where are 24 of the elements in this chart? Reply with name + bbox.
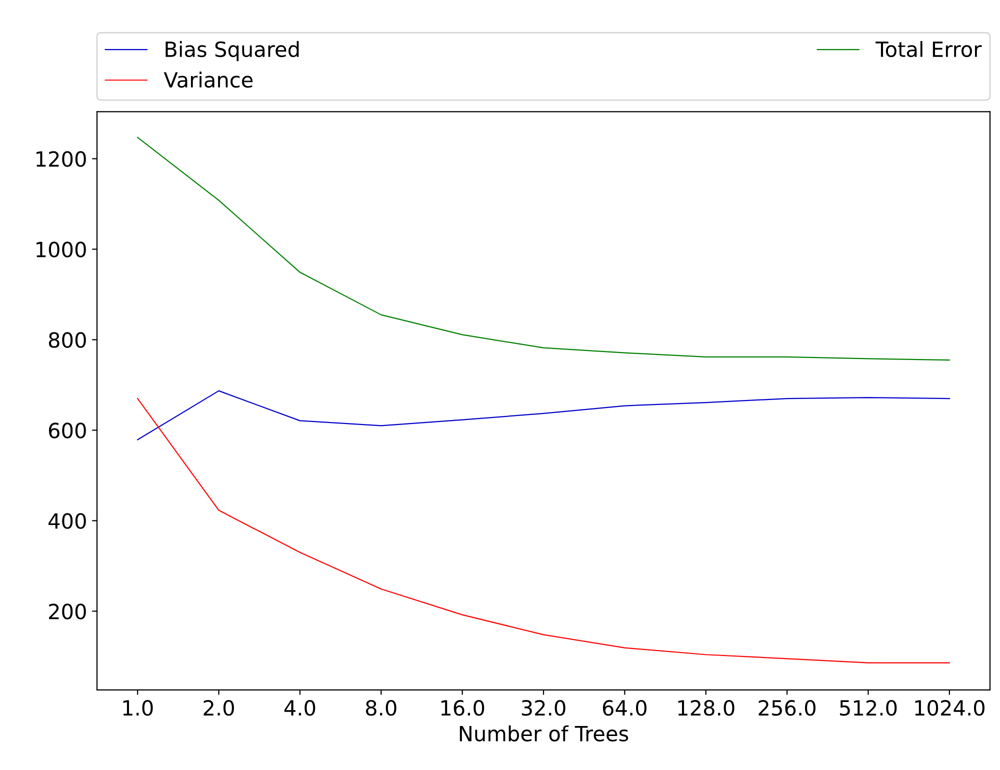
- legend-label: Variance: [164, 72, 253, 88]
- x-tick-label: 1024.0: [915, 700, 984, 716]
- line-series: [137, 398, 950, 664]
- legend-label: Bias Squared: [166, 41, 299, 62]
- x-axis-title: Number of Trees: [460, 725, 628, 742]
- y-tick-label: 200: [49, 604, 86, 620]
- legend-label: Total Error: [876, 41, 982, 58]
- x-tick-label: 1.0: [123, 700, 153, 716]
- x-tick-label: 4.0: [284, 700, 316, 716]
- y-tick-label: 1000: [36, 242, 86, 258]
- x-tick-label: 2.0: [204, 700, 234, 716]
- line-series: [137, 390, 950, 440]
- x-tick-label: 256.0: [758, 700, 816, 716]
- line-series: [137, 136, 950, 361]
- x-tick-label: 32.0: [522, 700, 566, 716]
- y-tick-label: 400: [48, 513, 86, 529]
- x-tick-label: 8.0: [366, 700, 396, 716]
- x-tick-label: 512.0: [840, 700, 897, 716]
- y-tick-label: 600: [48, 422, 86, 438]
- x-tick-label: 64.0: [602, 700, 646, 716]
- x-tick-label: 16.0: [441, 700, 484, 716]
- x-tick-label: 128.0: [678, 700, 734, 716]
- y-tick-label: 800: [48, 332, 86, 348]
- y-tick-label: 1200: [36, 151, 86, 167]
